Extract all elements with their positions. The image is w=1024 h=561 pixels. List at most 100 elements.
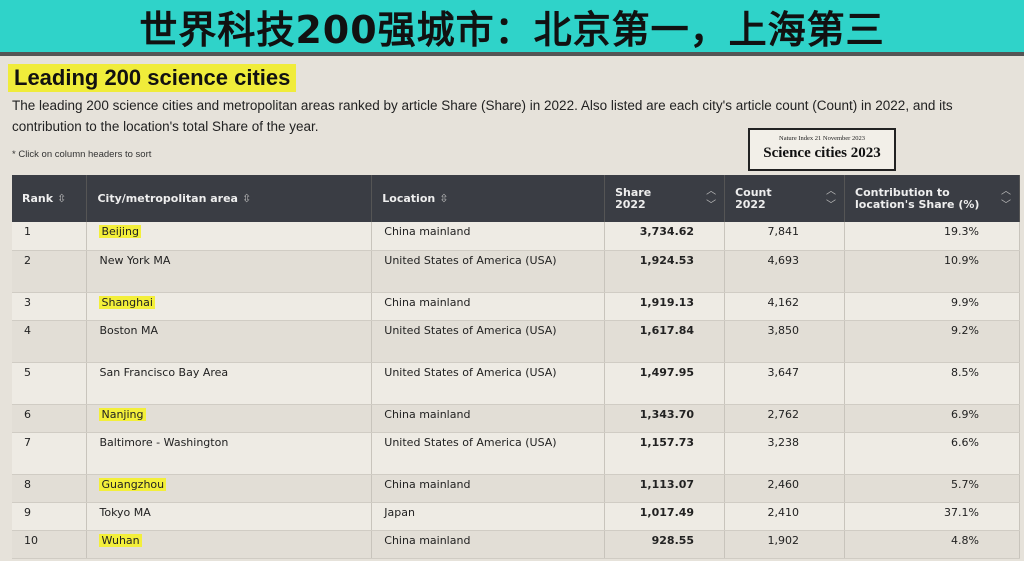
table-row: 8 Guangzhou China mainland 1,113.07 2,460 5.7… <box>12 474 1020 503</box>
column-header-rank[interactable]: Rank ⇳ <box>12 175 88 222</box>
city-cell: Baltimore - Washington <box>86 432 373 475</box>
city-cell: Wuhan <box>86 530 373 559</box>
count-cell: 2,460 <box>724 474 846 503</box>
column-header-city[interactable]: City/metropolitan area ⇳ <box>86 175 373 222</box>
column-header-contribution[interactable]: Contribution to location's Share (%) ︿ ﹀ <box>844 175 1020 222</box>
city-cell: Shanghai <box>86 292 373 321</box>
count-cell-text: 4,162 <box>767 295 800 309</box>
contribution-cell: 9.2% <box>844 320 1020 363</box>
city-cell-text: San Francisco Bay Area <box>99 365 229 379</box>
share-cell: 1,113.07 <box>604 474 726 503</box>
count-cell-text: 2,762 <box>767 407 800 421</box>
city-cell: Beijing <box>86 222 373 251</box>
header-label: City/metropolitan area <box>97 191 238 205</box>
sort-icon: ⇳ <box>57 191 67 205</box>
location-cell-text: China mainland <box>384 407 471 421</box>
rank-cell: 9 <box>12 502 88 531</box>
share-cell-text: 1,497.95 <box>639 365 695 379</box>
rank-cell-text: 6 <box>24 407 31 421</box>
cities-table: Rank ⇳ City/metropolitan area ⇳ Location ⇳ … <box>12 175 1020 559</box>
location-cell-text: United States of America (USA) <box>384 253 557 267</box>
location-cell: United States of America (USA) <box>371 320 606 363</box>
location-cell: China mainland <box>371 292 606 321</box>
contribution-cell-text: 9.9% <box>951 295 979 309</box>
share-cell: 1,497.95 <box>604 362 726 405</box>
count-cell-text: 3,850 <box>767 323 800 337</box>
count-cell-text: 2,410 <box>767 505 800 519</box>
sort-icon: ︿ ﹀ <box>706 186 717 211</box>
contribution-cell: 6.9% <box>844 404 1020 433</box>
share-cell-text: 1,017.49 <box>639 505 695 519</box>
page-title: Leading 200 science cities <box>8 64 297 92</box>
column-header-location[interactable]: Location ⇳ <box>371 175 606 222</box>
count-cell: 7,841 <box>724 222 846 251</box>
rank-cell: 6 <box>12 404 88 433</box>
table-row: 9 Tokyo MA Japan 1,017.49 2,410 37.1% <box>12 502 1020 531</box>
count-cell-text: 1,902 <box>767 533 800 547</box>
share-cell: 1,157.73 <box>604 432 726 475</box>
city-cell-text: Shanghai <box>99 295 155 309</box>
table-row: 10 Wuhan China mainland 928.55 1,902 4.8% <box>12 530 1020 559</box>
header-label: Count 2022 <box>735 185 772 211</box>
contribution-cell-text: 8.5% <box>951 365 979 379</box>
location-cell-text: United States of America (USA) <box>384 323 557 337</box>
column-header-count[interactable]: Count 2022 ︿ ﹀ <box>724 175 846 222</box>
location-cell-text: China mainland <box>384 295 471 309</box>
city-cell: Guangzhou <box>86 474 373 503</box>
count-cell-text: 7,841 <box>767 225 800 238</box>
location-cell: Japan <box>371 502 606 531</box>
location-cell-text: United States of America (USA) <box>384 435 557 449</box>
share-cell: 3,734.62 <box>604 222 726 251</box>
count-cell-text: 4,693 <box>767 253 800 267</box>
header-label: Share 2022 <box>615 185 652 211</box>
table-row: 6 Nanjing China mainland 1,343.70 2,762 6.9% <box>12 404 1020 433</box>
table-row: 2 New York MA United States of America (US… <box>12 250 1020 293</box>
contribution-cell-text: 9.2% <box>951 323 979 337</box>
sort-icon: ⇳ <box>439 191 449 205</box>
count-cell-text: 3,647 <box>767 365 800 379</box>
count-cell: 4,162 <box>724 292 846 321</box>
city-cell: New York MA <box>86 250 373 293</box>
contribution-cell: 8.5% <box>844 362 1020 405</box>
column-header-share[interactable]: Share 2022 ︿ ﹀ <box>604 175 726 222</box>
contribution-cell-text: 6.6% <box>951 435 979 449</box>
share-cell-text: 1,113.07 <box>639 477 695 491</box>
banner: 世界科技200强城市：北京第一，上海第三 <box>0 0 1024 56</box>
header-label: Location <box>382 191 436 205</box>
location-cell: United States of America (USA) <box>371 432 606 475</box>
stamp-title: Science cities 2023 <box>763 145 881 161</box>
nature-index-stamp: Nature Index 21 November 2023 Science ci… <box>748 128 896 171</box>
count-cell: 4,693 <box>724 250 846 293</box>
location-cell: China mainland <box>371 530 606 559</box>
stamp-date: Nature Index 21 November 2023 <box>779 135 865 142</box>
header-label: Rank <box>22 191 54 205</box>
sort-icon: ︿ ﹀ <box>826 186 837 211</box>
location-cell: China mainland <box>371 474 606 503</box>
location-cell: China mainland <box>371 404 606 433</box>
city-cell-text: Beijing <box>99 225 141 238</box>
contribution-cell: 4.8% <box>844 530 1020 559</box>
rank-cell-text: 4 <box>24 323 31 337</box>
share-cell: 1,343.70 <box>604 404 726 433</box>
count-cell: 3,647 <box>724 362 846 405</box>
rank-cell-text: 8 <box>24 477 31 491</box>
city-cell-text: Boston MA <box>99 323 159 337</box>
table-row: 4 Boston MA United States of America (USA)… <box>12 320 1020 363</box>
city-cell: Nanjing <box>86 404 373 433</box>
contribution-cell-text: 37.1% <box>944 505 979 519</box>
contribution-cell: 10.9% <box>844 250 1020 293</box>
rank-cell-text: 10 <box>24 533 38 547</box>
share-cell: 1,017.49 <box>604 502 726 531</box>
contribution-cell-text: 4.8% <box>951 533 979 547</box>
count-cell: 3,850 <box>724 320 846 363</box>
count-cell: 2,410 <box>724 502 846 531</box>
sort-icon: ︿ ﹀ <box>1001 186 1011 211</box>
location-cell-text: China mainland <box>384 477 471 491</box>
rank-cell: 8 <box>12 474 88 503</box>
header-label: Contribution to location's Share (%) <box>855 185 980 211</box>
location-cell: United States of America (USA) <box>371 250 606 293</box>
location-cell-text: United States of America (USA) <box>384 365 557 379</box>
city-cell-text: Baltimore - Washington <box>99 435 229 449</box>
rank-cell: 5 <box>12 362 88 405</box>
rank-cell-text: 9 <box>24 505 31 519</box>
